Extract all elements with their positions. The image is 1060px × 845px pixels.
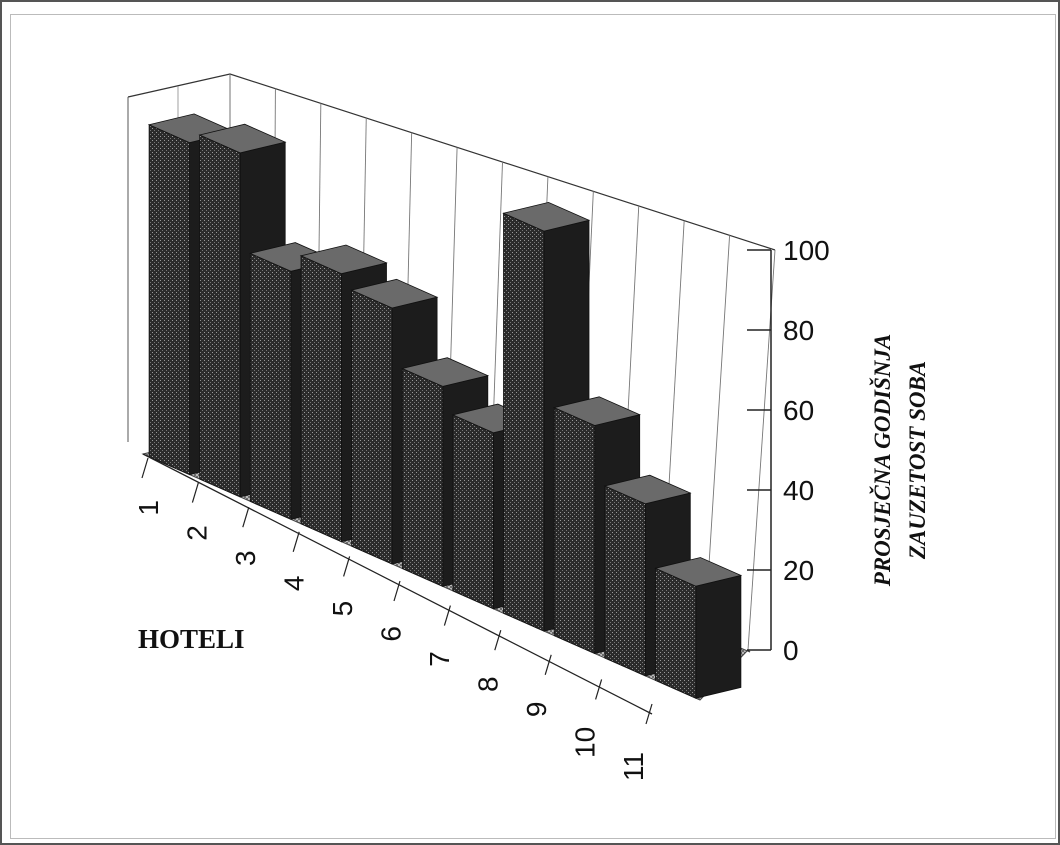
- y-tick-label: 0: [783, 635, 799, 666]
- y-axis-label-line-2: ZAUZETOST SOBA: [905, 361, 930, 560]
- bar-top: [198, 123, 287, 154]
- bar-front: [148, 124, 191, 476]
- x-axis: 1 2 3 4 5 6 7 8 9 10 11: [133, 453, 653, 781]
- x-tick-mark: [393, 580, 401, 602]
- x-tick-label: 1: [133, 500, 164, 516]
- bar-top: [552, 396, 641, 426]
- x-tick-mark: [242, 507, 250, 528]
- chart-area-border: [10, 14, 1056, 839]
- bar-front: [604, 485, 646, 677]
- x-tick-label: 3: [230, 550, 261, 566]
- bar-front: [553, 406, 596, 655]
- x-tick-label: 8: [473, 676, 504, 692]
- bar-top: [502, 201, 591, 232]
- x-tick-label: 10: [570, 727, 601, 758]
- bar-top: [654, 557, 743, 587]
- bar-front: [655, 567, 697, 699]
- y-tick-label: 80: [783, 315, 814, 346]
- x-tick-label: 11: [618, 752, 649, 781]
- bar-top: [603, 474, 692, 505]
- x-tick-mark: [191, 482, 199, 503]
- bar-front: [249, 252, 292, 520]
- bar-front: [503, 212, 545, 632]
- x-tick-label: 7: [424, 651, 455, 667]
- y-tick-label: 100: [783, 235, 830, 266]
- bar-side: [695, 574, 742, 699]
- x-tick-label: 4: [279, 576, 310, 592]
- y-axis-label-line-1: PROSJEČNA GODIŠNJA: [869, 334, 895, 587]
- x-tick-mark: [443, 605, 451, 626]
- y-tick-label: 40: [783, 475, 814, 506]
- x-axis-label: HOTELI: [138, 624, 245, 654]
- x-tick-label: 9: [521, 702, 552, 718]
- x-tick-mark: [292, 531, 300, 552]
- bar-front: [452, 414, 494, 610]
- bar-front: [199, 134, 241, 498]
- x-tick-mark: [645, 703, 653, 725]
- x-tick-mark: [343, 556, 351, 577]
- x-tick-mark: [494, 630, 502, 651]
- x-tick-mark: [141, 457, 149, 479]
- bar-front: [300, 255, 342, 543]
- y-axis: 0 20 40 60 80 100: [747, 235, 830, 666]
- x-tick-label: 6: [376, 626, 407, 642]
- x-axis-line: [142, 453, 653, 715]
- y-tick-label: 20: [783, 555, 814, 586]
- bar-front: [401, 367, 444, 588]
- x-tick-label: 5: [327, 601, 358, 617]
- bar-top: [299, 244, 388, 275]
- bar-series: [147, 113, 743, 699]
- bar-top: [401, 357, 490, 387]
- x-tick-label: 2: [182, 525, 213, 541]
- x-tick-mark: [544, 654, 552, 675]
- bar-11: [654, 557, 743, 699]
- x-tick-mark: [595, 679, 603, 700]
- bar-front: [351, 289, 393, 565]
- bar-top: [350, 278, 439, 309]
- y-tick-label: 60: [783, 395, 814, 426]
